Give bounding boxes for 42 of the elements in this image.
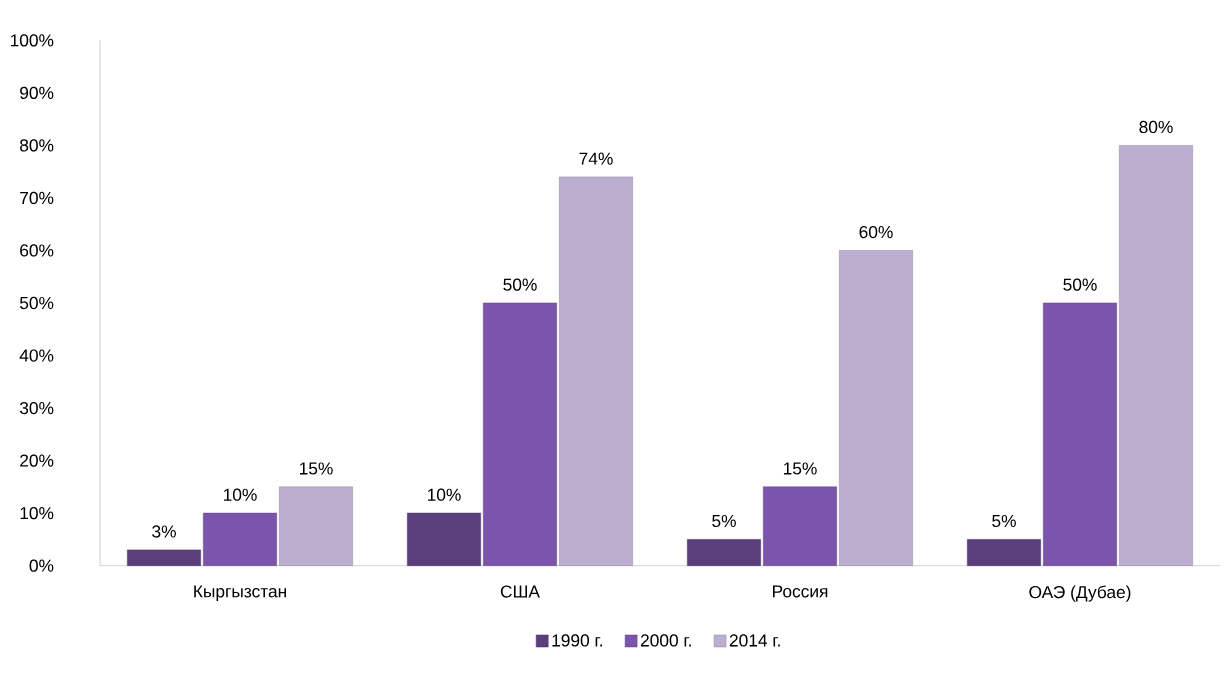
y-tick-label: 80% [20, 139, 54, 152]
data-label: 50% [1063, 278, 1097, 291]
y-tick-label: 40% [19, 349, 54, 362]
y-tick-label: 70% [20, 191, 54, 205]
y-tick-label: 10% [20, 506, 54, 520]
data-label: 74% [579, 152, 613, 165]
y-tick-label: 50% [19, 296, 54, 310]
data-label: 5% [992, 514, 1016, 528]
x-tick-label: Россия [773, 585, 828, 598]
y-tick-label: 60% [20, 244, 54, 257]
data-label: 15% [299, 462, 333, 475]
bar [559, 176, 633, 566]
bar [407, 512, 481, 566]
bar [483, 302, 557, 566]
legend-label: 1990 г. [552, 634, 602, 647]
data-label: 5% [712, 514, 736, 528]
data-label: 3% [152, 525, 176, 538]
bar [967, 539, 1041, 566]
bar [839, 250, 913, 566]
data-label: 10% [427, 488, 461, 501]
bar [1043, 302, 1117, 566]
y-tick-label: 90% [20, 86, 54, 99]
y-tick-label: 30% [19, 401, 54, 415]
bar [763, 486, 837, 566]
bar [203, 512, 277, 566]
data-label: 50% [503, 278, 537, 291]
x-tick-label: США [500, 585, 540, 598]
bar [127, 549, 201, 566]
legend-label: 2000 г. [640, 634, 691, 647]
data-label: 80% [1139, 120, 1173, 134]
y-tick-label: 0% [29, 559, 54, 572]
x-tick-label: ОАЭ (Дубае) [1029, 585, 1131, 602]
bar [279, 486, 353, 566]
y-tick-label: 100% [10, 34, 54, 47]
y-tick-label: 20% [20, 454, 54, 467]
bar [1119, 145, 1193, 566]
x-tick-label: Кыргызстан [194, 585, 286, 601]
data-label: 15% [783, 462, 817, 475]
data-label: 60% [859, 225, 893, 239]
bar [687, 539, 761, 566]
data-label: 10% [223, 488, 257, 501]
legend-label: 2014 г. [729, 634, 780, 647]
